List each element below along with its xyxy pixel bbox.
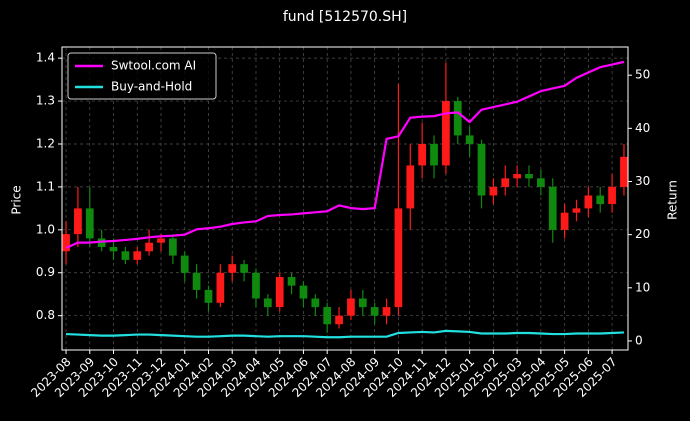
candle-body <box>430 143 438 166</box>
y-tick-label: 0.9 <box>36 265 55 279</box>
legend-label: Swtool.com AI <box>111 59 196 73</box>
candle-body <box>608 186 616 205</box>
candle-body <box>180 255 189 273</box>
y-tick-label: 1.3 <box>36 94 55 108</box>
y2-tick-label: 40 <box>635 121 650 135</box>
candle-body <box>109 246 118 252</box>
candle-body <box>228 264 237 273</box>
candle-body <box>453 101 462 136</box>
candle-body <box>394 208 403 308</box>
candle-body <box>204 289 213 303</box>
candle-body <box>252 272 260 299</box>
y2-tick-label: 10 <box>635 280 650 294</box>
candle-body <box>489 186 498 196</box>
candle-body <box>370 307 379 316</box>
y2-tick-label: 0 <box>635 333 643 347</box>
candle-body <box>548 186 557 230</box>
candle-body <box>418 143 427 166</box>
candle-body <box>477 143 486 196</box>
plot-frame <box>61 46 629 351</box>
candle-body <box>537 178 545 187</box>
candle-body <box>275 277 284 308</box>
candle-body <box>513 174 521 179</box>
y2-tick-label: 50 <box>635 68 650 82</box>
candle-body <box>465 135 474 144</box>
candle-body <box>97 238 106 247</box>
candle-body <box>560 212 569 230</box>
candle-body <box>263 298 272 308</box>
candle-body <box>192 272 201 290</box>
chart-title: fund [512570.SH] <box>283 9 407 25</box>
y-axis-label: Price <box>10 185 24 214</box>
y-tick-label: 0.8 <box>36 308 55 322</box>
legend: Swtool.com AI Buy-and-Hold <box>67 52 217 100</box>
legend-box <box>67 52 217 100</box>
candle-body <box>74 208 82 235</box>
candle-body <box>145 242 153 252</box>
y-tick-label: 1.4 <box>36 51 55 65</box>
candle-body <box>121 251 130 260</box>
candle-body <box>216 272 225 303</box>
candle-body <box>620 156 628 187</box>
candle-body <box>358 298 367 308</box>
series-line <box>65 60 625 249</box>
candle-body <box>442 101 450 166</box>
candle-body <box>335 315 343 325</box>
candle-body <box>596 195 605 205</box>
candle-body <box>240 264 248 273</box>
candle-body <box>299 285 308 299</box>
candle-body <box>85 208 94 239</box>
series-line <box>65 329 625 339</box>
legend-label: Buy-and-Hold <box>111 80 192 94</box>
candle-body <box>169 238 177 256</box>
y2-tick-label: 20 <box>635 227 650 241</box>
y2-axis-label: Return <box>666 180 680 220</box>
candle-body <box>311 298 320 308</box>
y2-tick-label: 30 <box>635 174 650 188</box>
y-tick-label: 1.0 <box>36 222 55 236</box>
candle-body <box>406 165 415 209</box>
candle-body <box>572 208 581 213</box>
candle-body <box>525 174 533 179</box>
candle-body <box>584 195 593 209</box>
candle-body <box>347 298 355 316</box>
candle-body <box>501 178 510 187</box>
y-tick-label: 1.2 <box>36 136 55 150</box>
candle-body <box>62 234 70 252</box>
candle-body <box>323 307 332 325</box>
candle-body <box>287 277 296 286</box>
candle-body <box>157 238 165 243</box>
candle-body <box>133 251 142 260</box>
candle-body <box>382 307 391 316</box>
y-tick-label: 1.1 <box>36 179 55 193</box>
